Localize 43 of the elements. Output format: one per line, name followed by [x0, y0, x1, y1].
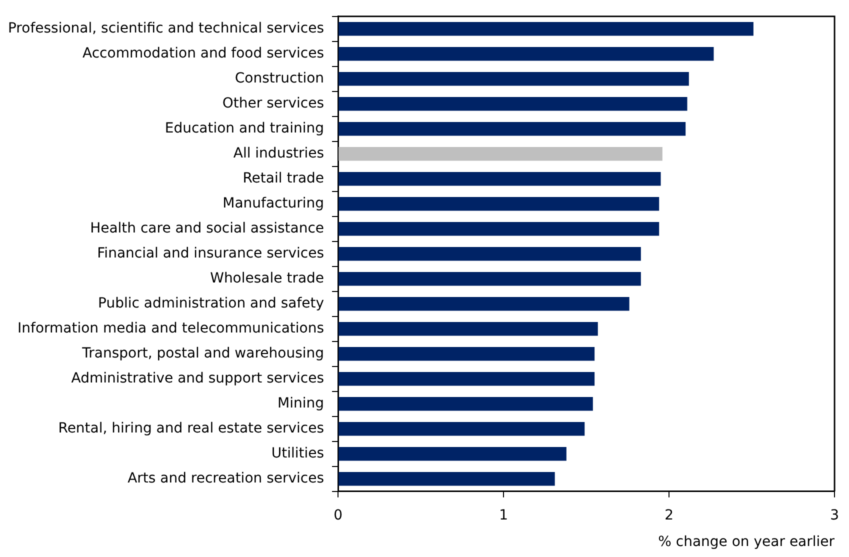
y-tick-label: Financial and insurance services: [97, 246, 324, 262]
y-tick-label: Retail trade: [242, 170, 324, 187]
y-tick-label: Health care and social assistance: [90, 220, 324, 237]
bar: [338, 397, 593, 411]
y-tick-label: Mining: [278, 396, 324, 412]
y-tick-label: Arts and recreation services: [128, 470, 324, 487]
bar: [338, 122, 686, 136]
bar: [338, 47, 714, 61]
x-tick-label: 1: [499, 507, 508, 524]
bar: [338, 322, 598, 336]
y-tick-label: Transport, postal and warehousing: [81, 346, 324, 362]
bar: [338, 447, 566, 461]
bar: [338, 72, 689, 86]
y-tick-label: Wholesale trade: [210, 270, 324, 287]
y-tick-label: Information media and telecommunications: [18, 320, 324, 337]
x-tick-label: 3: [830, 507, 840, 524]
bar: [338, 97, 688, 111]
bar: [338, 472, 555, 486]
x-tick-label: 2: [664, 507, 674, 524]
bar: [338, 372, 595, 386]
y-tick-label: Rental, hiring and real estate services: [58, 420, 324, 437]
y-tick-label: Utilities: [271, 446, 324, 462]
bar: [338, 22, 754, 36]
y-tick-label: Construction: [234, 70, 324, 87]
x-axis-title: % change on year earlier: [658, 534, 835, 550]
y-tick-label: Other services: [222, 96, 324, 112]
y-tick-label: Public administration and safety: [98, 296, 324, 312]
y-tick-label: Education and training: [164, 120, 324, 137]
y-tick-label: Administrative and support services: [71, 370, 324, 387]
bar: [338, 297, 630, 311]
bar: [338, 347, 595, 361]
bar: [338, 197, 660, 211]
y-tick-label: All industries: [233, 146, 324, 162]
bar: [338, 422, 585, 436]
x-tick-label: 0: [334, 507, 342, 524]
y-tick-label: Professional, scientific and technical services: [8, 20, 324, 37]
bar: [338, 272, 641, 286]
y-tick-label: Accommodation and food services: [82, 46, 324, 62]
bar: [338, 172, 661, 186]
bar: [338, 247, 641, 261]
y-tick-label: Manufacturing: [222, 196, 324, 212]
bar: [338, 222, 660, 236]
bar: [338, 147, 662, 161]
